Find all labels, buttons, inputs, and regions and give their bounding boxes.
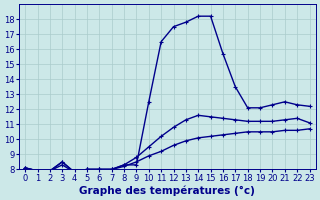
X-axis label: Graphe des températures (°c): Graphe des températures (°c) bbox=[79, 185, 255, 196]
